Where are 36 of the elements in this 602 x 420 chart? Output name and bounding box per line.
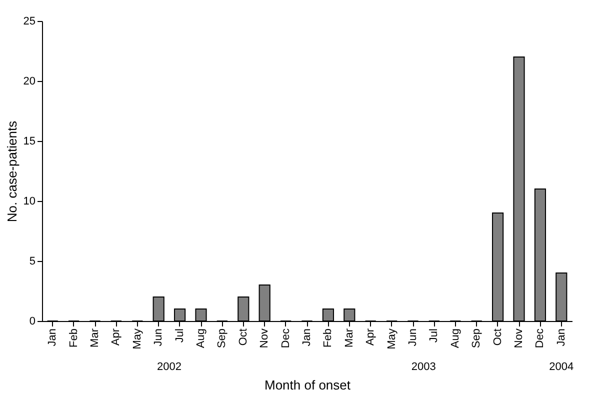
text: 2002 — [156, 361, 182, 373]
x-tick-label: Jul — [174, 328, 186, 343]
x-tick-label: Jan — [301, 328, 313, 346]
x-tick-label: Aug — [449, 328, 462, 348]
text: 2004 — [549, 361, 574, 373]
y-tick-label: 0 — [29, 316, 36, 328]
text: 2003 — [411, 361, 436, 373]
y-tick-label: 10 — [23, 196, 36, 208]
x-tick-label: Sep — [470, 328, 483, 348]
x-tick-label: Dec — [534, 328, 546, 348]
y-tick-label: 15 — [23, 136, 36, 148]
y-tick-label: 5 — [29, 256, 36, 268]
x-tick-label: May — [131, 328, 144, 350]
x-tick-label: Apr — [364, 328, 377, 346]
y-tick-label: 25 — [23, 16, 36, 28]
x-tick-label: Apr — [110, 328, 122, 346]
x-tick-label: Feb — [322, 328, 334, 348]
x-tick-label: Mar — [343, 328, 356, 348]
x-tick-label: Sep — [216, 328, 228, 348]
x-tick-label: Aug — [195, 328, 207, 348]
x-tick-label: Oct — [237, 328, 250, 346]
x-tick-label: Jun — [407, 328, 419, 346]
x-tick-label: Jan — [46, 328, 59, 346]
y-axis-title: No. case-patients — [4, 120, 20, 222]
x-tick-label: May — [386, 328, 398, 350]
x-axis-title: Month of onset — [264, 377, 351, 392]
x-tick-label: Dec — [280, 328, 292, 348]
x-tick-label: Mar — [89, 328, 101, 348]
x-tick-label: Nov — [513, 328, 525, 348]
x-tick-label: Feb — [68, 328, 80, 348]
x-tick-label: Oct — [492, 328, 504, 346]
y-tick-label: 20 — [23, 76, 36, 88]
x-tick-label: Nov — [258, 328, 271, 348]
x-tick-label: Jan — [555, 328, 568, 346]
x-tick-label: Jun — [152, 328, 165, 346]
x-tick-label: Jul — [428, 328, 440, 343]
